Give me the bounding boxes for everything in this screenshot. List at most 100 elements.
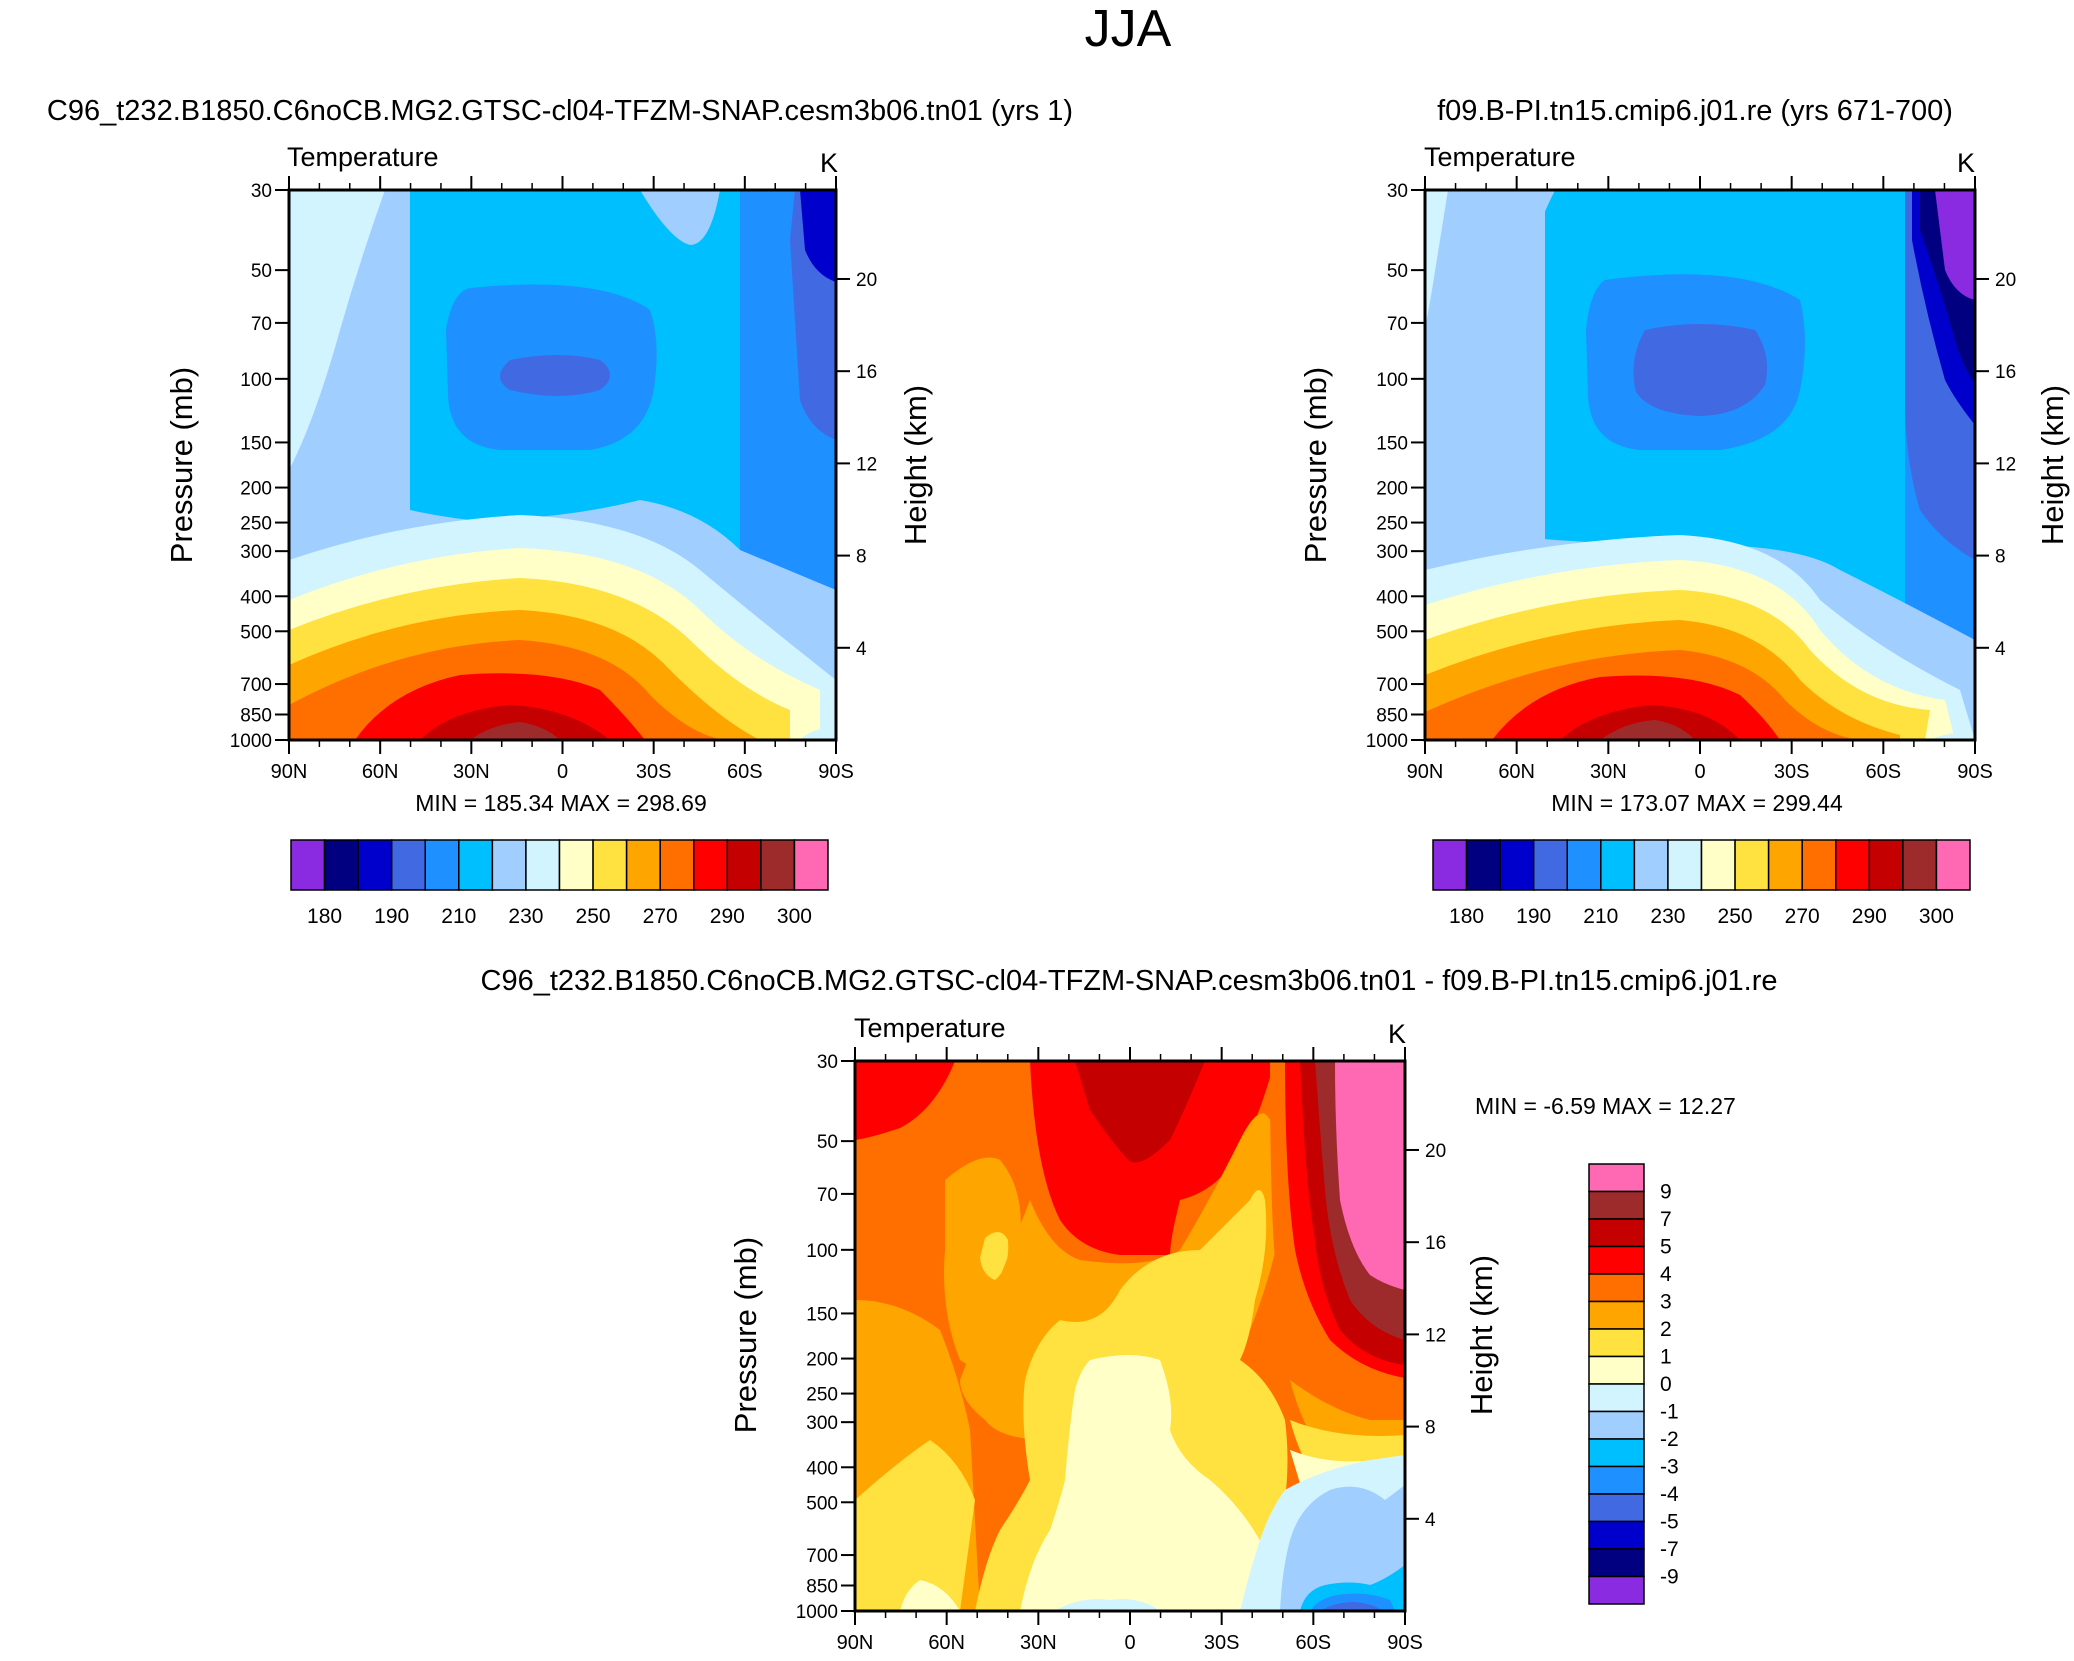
colorbar-box	[1588, 1438, 1645, 1468]
colorbar-label: 5	[1660, 1236, 1672, 1259]
pressure-tick-label: 150	[1376, 433, 1408, 454]
pressure-tick-label: 200	[240, 479, 272, 500]
contour-band	[855, 1440, 975, 1611]
height-tick-label: 12	[856, 454, 877, 475]
colorbar-box	[726, 839, 762, 891]
colorbar-box	[1588, 1520, 1645, 1550]
pressure-tick-label: 700	[806, 1546, 838, 1567]
colorbar-label: 250	[1718, 905, 1753, 928]
panel-control-minmax: MIN = 173.07 MAX = 299.44	[1551, 790, 1843, 816]
colorbar-box	[1734, 839, 1770, 891]
pressure-tick-label: 400	[1376, 587, 1408, 608]
panel-model-contours	[289, 190, 836, 740]
panel-control-y2label: Height (km)	[2035, 385, 2070, 545]
pressure-tick-label: 300	[240, 542, 272, 563]
latitude-tick-label: 30S	[1774, 761, 1810, 783]
latitude-tick-label: 30S	[636, 761, 672, 783]
colorbar-box	[1588, 1245, 1645, 1275]
latitude-tick-label: 90S	[1957, 761, 1993, 783]
colorbar-label: -1	[1660, 1401, 1679, 1424]
height-tick-label: 16	[856, 362, 877, 383]
panel-control-units: K	[1957, 148, 1975, 178]
contour-band	[470, 722, 560, 740]
colorbar-box	[357, 839, 393, 891]
latitude-tick-label: 30N	[1020, 1632, 1057, 1654]
colorbar-label: 3	[1660, 1291, 1672, 1314]
colorbar-label: 190	[1516, 905, 1551, 928]
pressure-tick-label: 300	[1376, 542, 1408, 563]
panel-difference: C96_t232.B1850.C6noCB.MG2.GTSC-cl04-TFZM…	[481, 965, 1778, 1654]
colorbar-box	[390, 839, 426, 891]
contour-band	[420, 705, 610, 740]
pressure-tick-label: 150	[240, 433, 272, 454]
panel-difference-minmax: MIN = -6.59 MAX = 12.27	[1475, 1093, 1736, 1119]
panel-model-units: K	[820, 148, 838, 178]
contour-band	[1600, 720, 1695, 740]
latitude-tick-label: 30N	[453, 761, 490, 783]
pressure-tick-label: 850	[806, 1577, 838, 1598]
pressure-tick-label: 400	[240, 587, 272, 608]
contour-band	[1280, 1485, 1405, 1611]
panel-model-minmax: MIN = 185.34 MAX = 298.69	[415, 790, 707, 816]
height-tick-label: 4	[1995, 639, 2006, 660]
colorbar-box	[1532, 839, 1568, 891]
panel-control: f09.B-PI.tn15.cmip6.j01.re (yrs 671-700)…	[1298, 95, 2070, 928]
latitude-tick-label: 0	[1694, 761, 1705, 783]
pressure-tick-label: 50	[1387, 261, 1408, 282]
latitude-tick-label: 0	[557, 761, 568, 783]
contour-band	[1290, 1420, 1405, 1470]
colorbar-box	[290, 839, 326, 891]
colorbar-box	[1667, 839, 1703, 891]
colorbar-box	[793, 839, 829, 891]
latitude-tick-label: 60N	[1498, 761, 1535, 783]
latitude-tick-label: 90N	[837, 1632, 874, 1654]
colorbar-label: 270	[643, 905, 678, 928]
colorbar-label: 0	[1660, 1373, 1672, 1396]
contour-band	[1335, 1061, 1405, 1290]
latitude-tick-label: 60S	[1296, 1632, 1332, 1654]
colorbar-box	[1588, 1190, 1645, 1220]
panel-control-contours	[1425, 190, 1975, 740]
colorbar-box	[592, 839, 628, 891]
colorbar-label: 210	[1583, 905, 1618, 928]
colorbar-label: 9	[1660, 1181, 1672, 1204]
colorbar-label: 300	[1919, 905, 1954, 928]
contour-band	[900, 1580, 960, 1611]
colorbar-label: 230	[508, 905, 543, 928]
latitude-tick-label: 90S	[1387, 1632, 1423, 1654]
colorbar-label: -4	[1660, 1483, 1679, 1506]
colorbar-box	[659, 839, 695, 891]
figure-title: JJA	[1085, 0, 1172, 58]
height-tick-label: 20	[1425, 1141, 1446, 1162]
contour-band	[1075, 1061, 1205, 1163]
height-tick-label: 4	[1425, 1510, 1436, 1531]
colorbar-label: -3	[1660, 1456, 1679, 1479]
pressure-tick-label: 850	[240, 706, 272, 727]
contour-band	[855, 1061, 955, 1140]
colorbar-box	[1600, 839, 1636, 891]
height-tick-label: 12	[1995, 454, 2016, 475]
height-tick-label: 16	[1425, 1233, 1446, 1254]
colorbar-box	[525, 839, 561, 891]
panel-difference-case: C96_t232.B1850.C6noCB.MG2.GTSC-cl04-TFZM…	[481, 965, 1778, 997]
height-tick-label: 8	[856, 547, 867, 568]
panel-control-ylabel: Pressure (mb)	[1298, 367, 1333, 563]
colorbar-box	[1588, 1410, 1645, 1440]
pressure-tick-label: 700	[240, 675, 272, 696]
colorbar-box	[1588, 1548, 1645, 1578]
pressure-tick-label: 250	[1376, 514, 1408, 535]
colorbar-box	[1767, 839, 1803, 891]
pressure-tick-label: 30	[817, 1052, 838, 1073]
panel-model-y2label: Height (km)	[898, 385, 933, 545]
panel-control-variable: Temperature	[1424, 142, 1576, 172]
colorbar-label: 300	[777, 905, 812, 928]
pressure-tick-label: 250	[240, 514, 272, 535]
panel-model: C96_t232.B1850.C6noCB.MG2.GTSC-cl04-TFZM…	[47, 95, 1073, 928]
latitude-tick-label: 60S	[1866, 761, 1902, 783]
colorbar-box	[1700, 839, 1736, 891]
height-tick-label: 20	[856, 270, 877, 291]
panel-difference-contours	[855, 1061, 1405, 1611]
pressure-tick-label: 300	[806, 1413, 838, 1434]
pressure-tick-label: 30	[1387, 181, 1408, 202]
